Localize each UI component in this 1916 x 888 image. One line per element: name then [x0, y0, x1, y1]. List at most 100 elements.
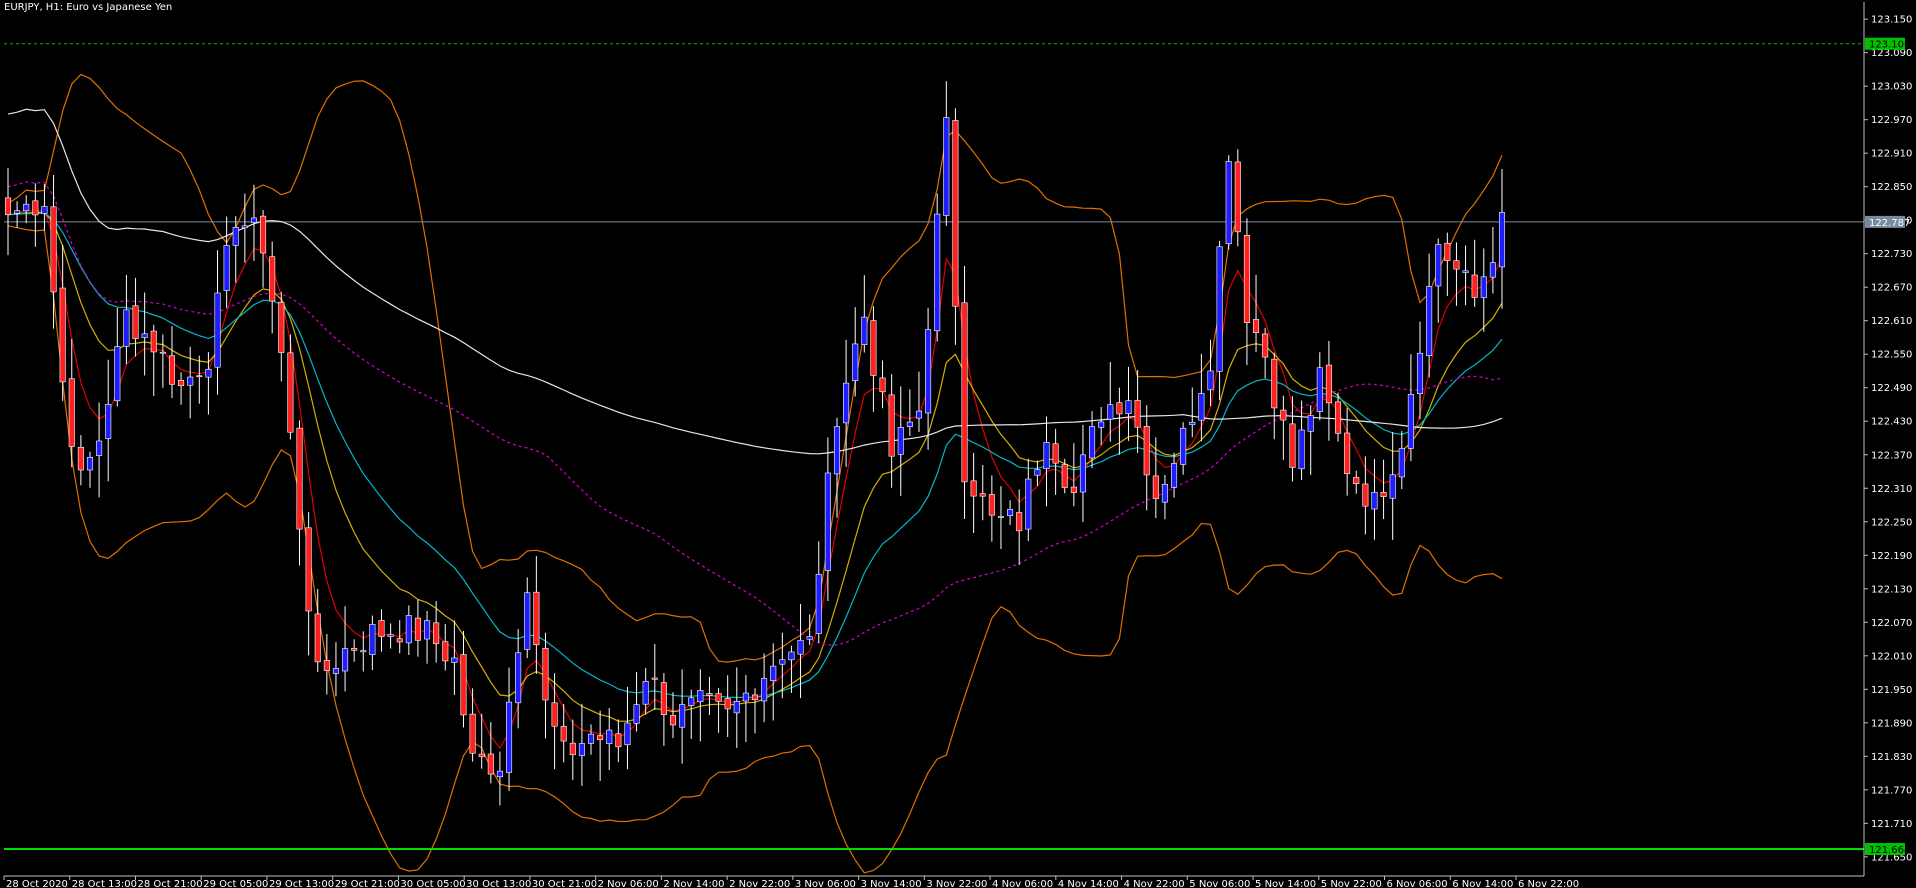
- candle: [1189, 387, 1196, 438]
- candle: [697, 669, 704, 742]
- candle: [196, 355, 203, 404]
- candle: [906, 389, 913, 437]
- x-tick-label: 28 Oct 21:00: [137, 879, 202, 888]
- x-tick-label: 4 Nov 22:00: [1124, 879, 1185, 888]
- ma-magenta-dotted: [7, 181, 1503, 646]
- candle: [1489, 226, 1496, 294]
- candle: [806, 614, 813, 645]
- y-tick-label: 122.010: [1871, 651, 1912, 662]
- candle: [1161, 475, 1168, 520]
- candle: [861, 275, 868, 353]
- candle: [1007, 500, 1014, 525]
- candle: [1098, 406, 1105, 446]
- x-tick-label: 5 Nov 14:00: [1255, 879, 1316, 888]
- candle: [414, 599, 421, 657]
- candle: [250, 184, 257, 261]
- candle: [178, 372, 185, 405]
- horizontal-levels: [4, 43, 1864, 851]
- candle: [1471, 239, 1478, 307]
- candle: [314, 588, 321, 672]
- candle: [433, 601, 440, 663]
- candle: [460, 630, 467, 728]
- candle: [332, 642, 339, 697]
- candle: [1271, 352, 1278, 440]
- candle: [997, 486, 1004, 550]
- x-tick-label: 6 Nov 14:00: [1452, 879, 1513, 888]
- candle: [1325, 340, 1332, 441]
- candle: [1243, 218, 1250, 366]
- candle: [232, 216, 239, 283]
- candle: [651, 643, 658, 710]
- svg-text:121.664: 121.664: [1869, 845, 1910, 856]
- candle: [1198, 353, 1205, 442]
- axes: 123.150 123.090 123.030 122.970 122.910 122.8…: [3, 2, 1912, 888]
- svg-text:122.787: 122.787: [1869, 218, 1910, 229]
- candle: [360, 631, 367, 672]
- candle: [724, 675, 731, 738]
- candle: [168, 326, 176, 399]
- candle: [351, 639, 358, 662]
- chart-title: EURJPY, H1: Euro vs Japanese Yen: [4, 2, 173, 13]
- candle: [742, 674, 749, 743]
- candle: [970, 452, 977, 534]
- x-tick-label: 28 Oct 2020: [6, 879, 68, 888]
- x-tick-label: 2 Nov 22:00: [729, 879, 790, 888]
- candle: [1143, 405, 1150, 511]
- candle: [615, 719, 622, 763]
- candle: [1125, 366, 1132, 441]
- y-tick-label: 122.070: [1871, 618, 1912, 629]
- candle: [305, 512, 312, 656]
- candle: [1334, 392, 1342, 442]
- candle: [1262, 327, 1269, 379]
- candle: [1043, 416, 1050, 507]
- candle: [679, 669, 686, 764]
- x-tick-label: 28 Oct 13:00: [72, 879, 137, 888]
- current-price-label: 122.787: [1865, 215, 1910, 229]
- ma-cyan: [7, 212, 1503, 699]
- candle: [770, 643, 777, 721]
- candle: [642, 667, 649, 715]
- candle: [1362, 456, 1369, 535]
- candle: [1280, 395, 1287, 460]
- y-tick-label: 122.910: [1871, 149, 1912, 160]
- candle: [260, 210, 267, 288]
- moving-averages: [7, 108, 1503, 750]
- candle: [451, 620, 458, 695]
- candle: [715, 687, 722, 733]
- candle: [1134, 370, 1141, 453]
- y-tick-label: 123.090: [1871, 48, 1912, 59]
- candle: [1180, 422, 1187, 475]
- candle: [988, 475, 995, 542]
- y-tick-label: 122.370: [1871, 450, 1912, 461]
- candle: [205, 352, 212, 415]
- y-tick-label: 122.610: [1871, 316, 1912, 327]
- x-tick-label: 4 Nov 14:00: [1058, 879, 1119, 888]
- candle: [41, 183, 48, 231]
- x-tick-label: 3 Nov 14:00: [861, 879, 922, 888]
- candle: [214, 250, 221, 395]
- candle: [833, 417, 841, 518]
- candle: [1407, 354, 1414, 462]
- bollinger-upper: [7, 73, 1503, 663]
- y-tick-label: 121.650: [1871, 852, 1912, 863]
- candle: [1389, 432, 1396, 540]
- x-tick-label: 3 Nov 22:00: [926, 879, 987, 888]
- candle: [1107, 362, 1114, 442]
- candle: [524, 577, 531, 659]
- candle: [934, 193, 941, 342]
- candle: [761, 653, 768, 723]
- x-tick-label: 2 Nov 14:00: [663, 879, 724, 888]
- candle: [1371, 459, 1378, 540]
- candle: [1216, 240, 1223, 401]
- candle: [1416, 321, 1424, 420]
- candle: [870, 306, 877, 412]
- candle: [1289, 396, 1296, 482]
- x-tick-label: 6 Nov 22:00: [1518, 879, 1579, 888]
- y-tick-label: 122.190: [1871, 551, 1912, 562]
- candle: [624, 686, 631, 770]
- candle: [587, 724, 595, 755]
- candle: [533, 556, 540, 674]
- candle: [1453, 242, 1460, 306]
- y-tick-label: 121.950: [1871, 685, 1912, 696]
